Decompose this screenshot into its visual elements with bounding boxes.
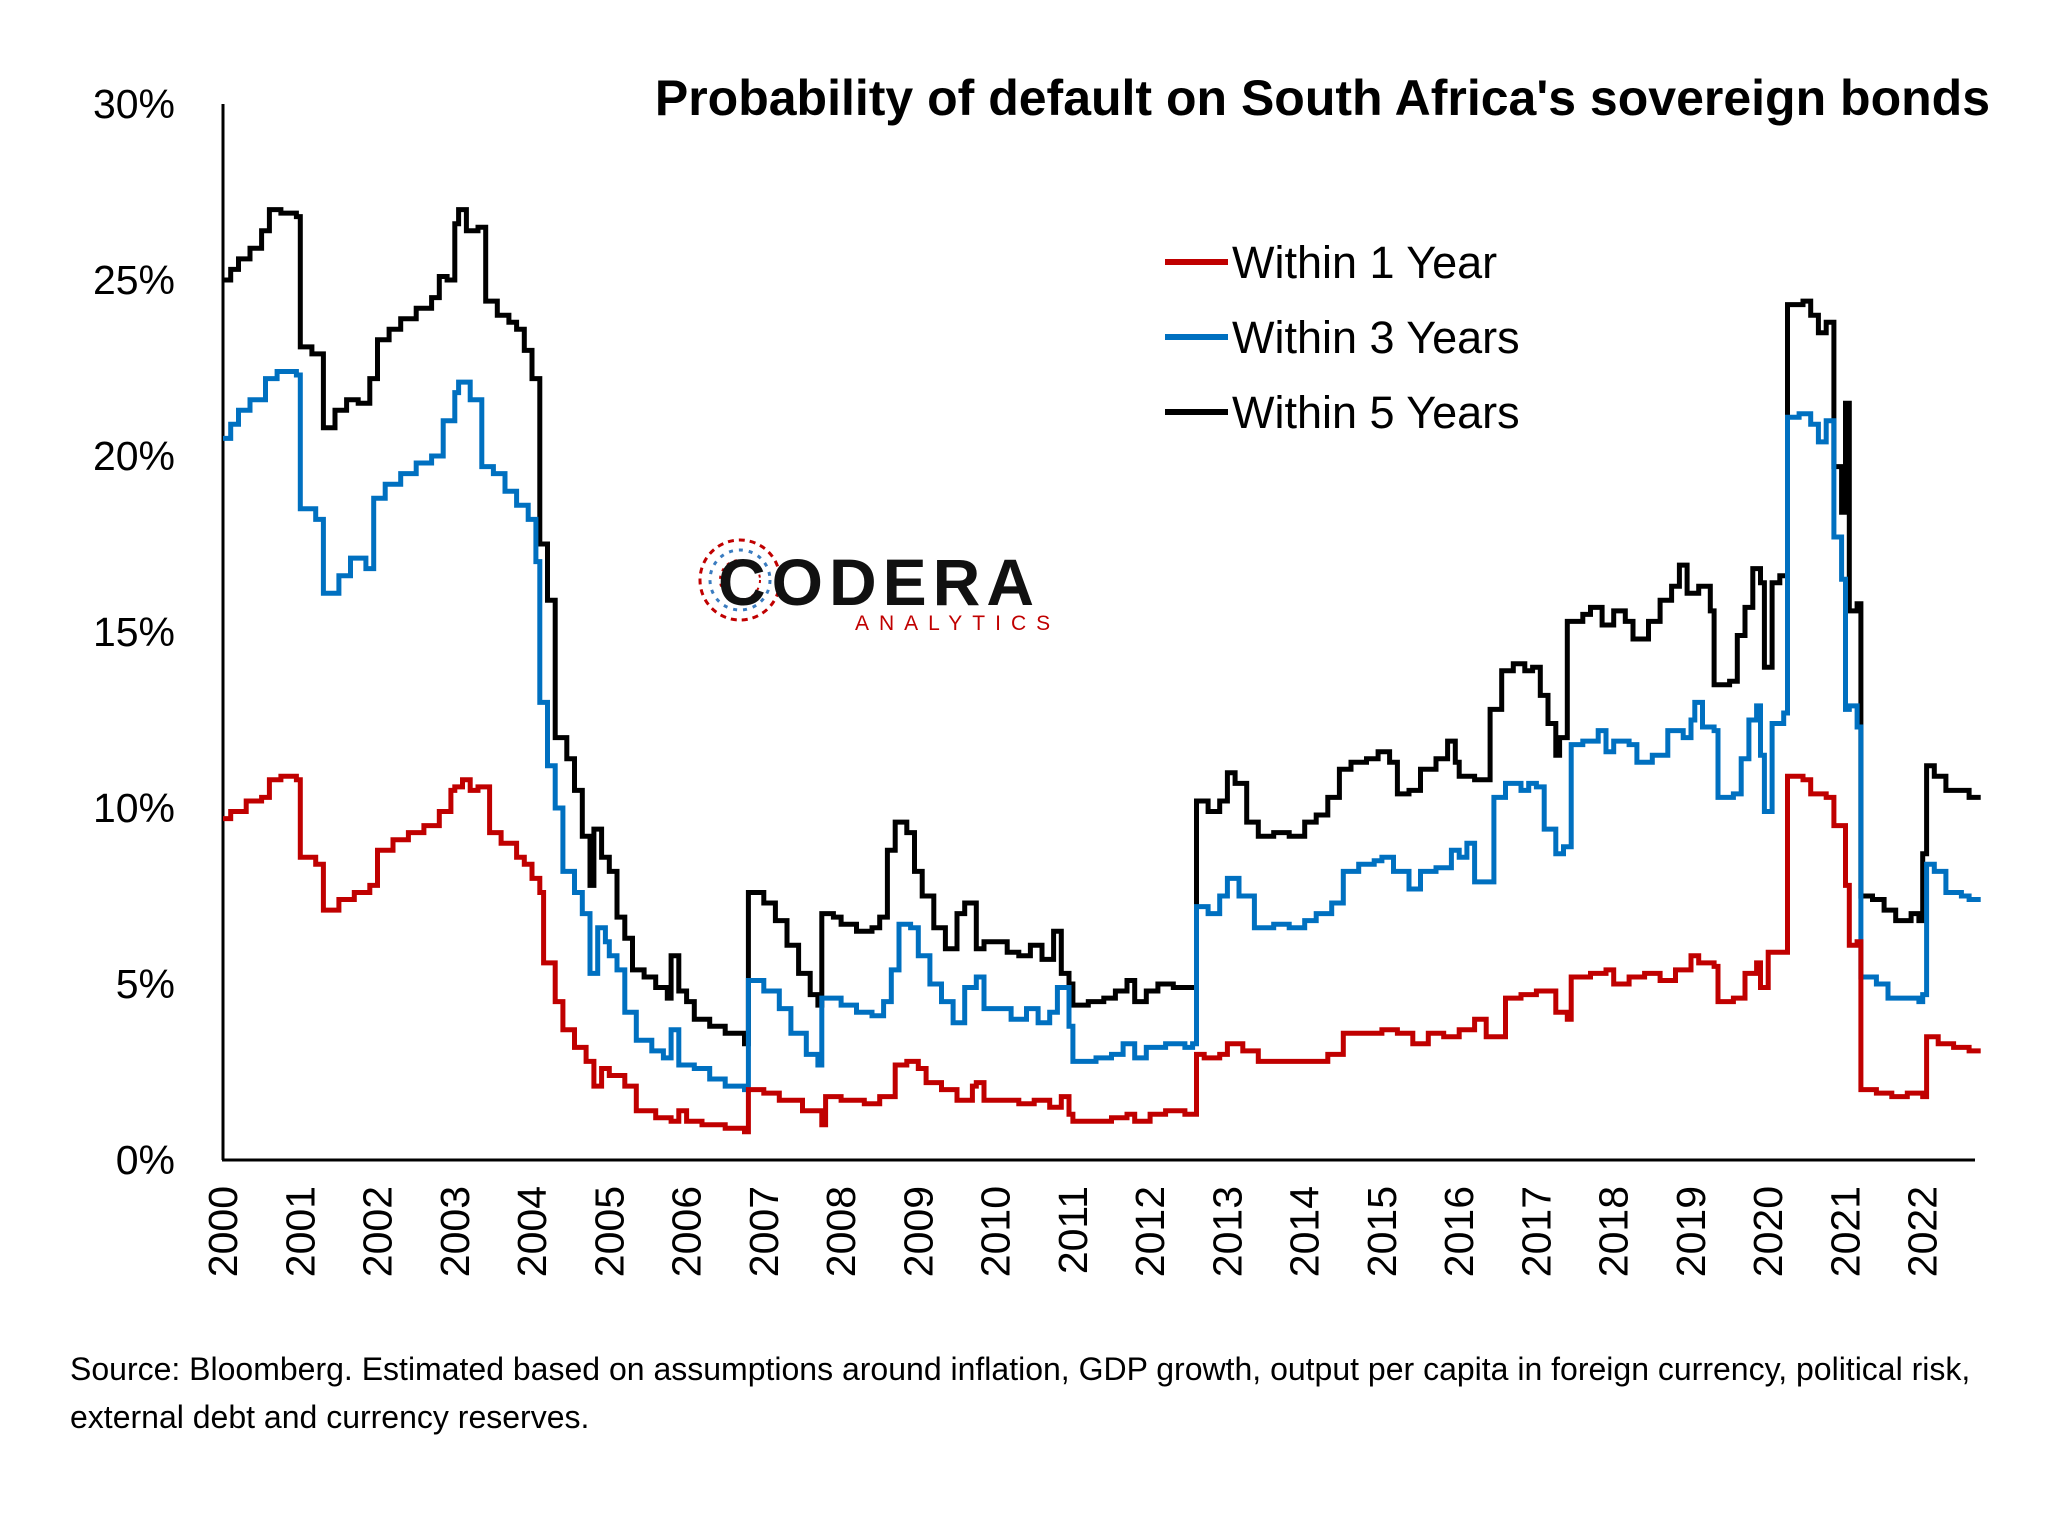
series-lines [223, 207, 1981, 1135]
x-tick-label: 2018 [1591, 1186, 1637, 1277]
x-tick-label: 2007 [741, 1186, 787, 1277]
legend: Within 1 Year Within 3 Years Within 5 Year… [1165, 237, 1520, 438]
x-tick-label: 2022 [1900, 1186, 1946, 1277]
x-tick-label: 2009 [895, 1186, 941, 1277]
y-tick-label: 30% [93, 81, 175, 127]
y-tick-label: 5% [116, 961, 175, 1007]
series-line-within-5-years [223, 207, 1981, 1047]
legend-label: Within 5 Years [1232, 387, 1520, 438]
x-tick-label: 2010 [973, 1186, 1019, 1277]
x-tick-label: 2005 [586, 1186, 632, 1277]
chart-title: Probability of default on South Africa's… [655, 70, 1990, 126]
x-tick-label: 2020 [1745, 1186, 1791, 1277]
codera-analytics-logo: CODERA ANALYTICS [698, 538, 1060, 635]
logo-wordmark: CODERA [718, 545, 1040, 619]
source-note: Source: Bloomberg. Estimated based on as… [70, 1351, 1971, 1435]
x-tick-label: 2004 [509, 1186, 555, 1277]
y-tick-label: 0% [116, 1137, 175, 1183]
y-tick-label: 10% [93, 785, 175, 831]
x-tick-label: 2008 [818, 1186, 864, 1277]
x-tick-label: 2016 [1436, 1186, 1482, 1277]
x-tick-label: 2006 [664, 1186, 710, 1277]
y-tick-label: 25% [93, 257, 175, 303]
x-tick-label: 2002 [355, 1186, 401, 1277]
x-tick-label: 2013 [1204, 1186, 1250, 1277]
legend-label: Within 1 Year [1232, 237, 1497, 288]
y-tick-label: 20% [93, 433, 175, 479]
logo-subtitle: ANALYTICS [855, 612, 1060, 635]
x-tick-label: 2003 [432, 1186, 478, 1277]
y-tick-labels: 0% 5% 10% 15% 20% 25% 30% [93, 81, 175, 1183]
x-tick-label: 2015 [1359, 1186, 1405, 1277]
x-tick-label: 2014 [1282, 1186, 1328, 1277]
logo-emblem-icon [698, 538, 782, 622]
x-tick-label: 2011 [1050, 1186, 1096, 1274]
legend-label: Within 3 Years [1232, 312, 1520, 363]
x-tick-label: 2021 [1822, 1186, 1868, 1277]
x-tick-label: 2019 [1668, 1186, 1714, 1277]
y-tick-label: 15% [93, 609, 175, 655]
series-line-within-1-year [223, 773, 1981, 1135]
x-tick-label: 2017 [1513, 1186, 1559, 1277]
x-tick-label: 2012 [1127, 1186, 1173, 1277]
x-tick-label: 2001 [277, 1186, 323, 1277]
x-tick-labels: 2000 2001 2002 2003 2004 2005 2006 2007 2008 2009… [200, 1186, 1946, 1277]
series-line-within-3-years [223, 369, 1981, 1093]
x-tick-label: 2000 [200, 1186, 246, 1277]
